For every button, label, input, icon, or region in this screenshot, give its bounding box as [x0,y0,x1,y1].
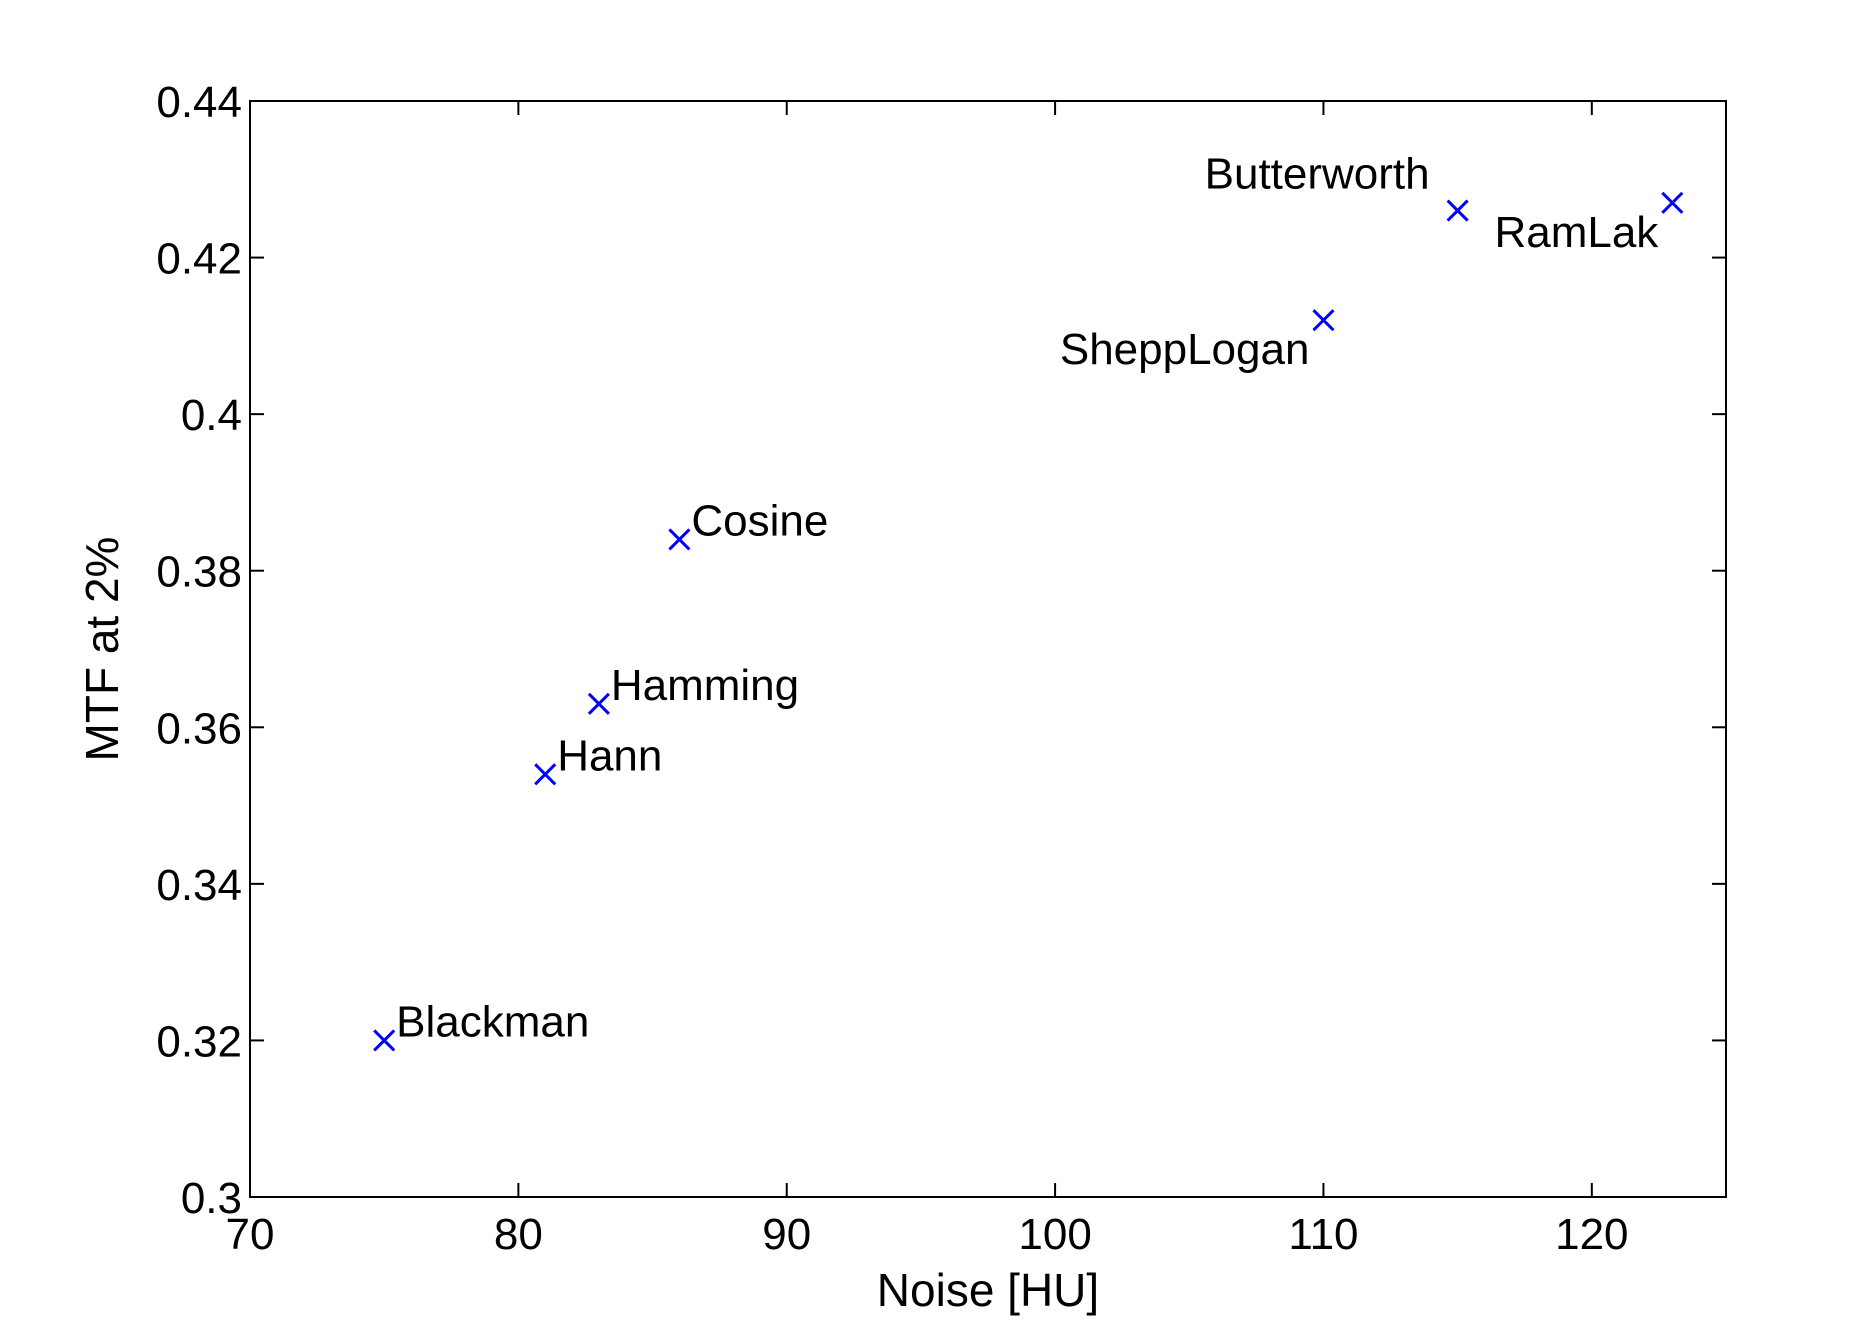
x-tick-label: 120 [1555,1210,1628,1259]
y-axis-label: MTF at 2% [76,537,128,762]
y-tick-labels: 0.3 0.32 0.34 0.36 0.38 0.4 0.42 0.44 [156,78,242,1223]
data-point-marker [373,1029,396,1052]
y-tick-label: 0.42 [156,235,242,284]
x-axis-label: Noise [HU] [877,1264,1099,1316]
x-tick-label: 70 [226,1210,275,1259]
data-markers [373,191,1684,1052]
plot-area-frame [249,100,1727,1198]
y-tick-label: 0.4 [181,391,242,440]
y-tick-label: 0.34 [156,861,242,910]
data-point-marker [1446,199,1469,222]
y-tick-label: 0.32 [156,1017,242,1066]
data-point-label: Hamming [611,661,799,710]
data-point-label: Blackman [396,997,589,1046]
data-point-label: Butterworth [1205,150,1430,199]
y-tick-label: 0.3 [181,1174,242,1223]
y-tick-label: 0.38 [156,548,242,597]
data-point-label: SheppLogan [1060,325,1310,374]
data-point-marker [1661,191,1684,214]
data-point-label: RamLak [1494,208,1659,257]
y-tick-label: 0.44 [156,78,242,127]
point-labels: Blackman Hann Hamming Cosine SheppLogan Butte… [396,150,1659,1047]
x-tick-label: 100 [1018,1210,1091,1259]
data-point-marker [534,763,557,786]
data-point-label: Hann [557,731,662,780]
x-tick-label: 80 [494,1210,543,1259]
data-point-marker [668,528,691,551]
x-tick-labels: 70 80 90 100 110 120 [226,1210,1629,1259]
data-point-marker [587,692,610,715]
x-tick-label: 90 [762,1210,811,1259]
data-point-label: Cosine [691,496,828,545]
y-tick-label: 0.36 [156,704,242,753]
data-point-marker [1312,309,1335,332]
x-tick-label: 110 [1288,1210,1358,1259]
